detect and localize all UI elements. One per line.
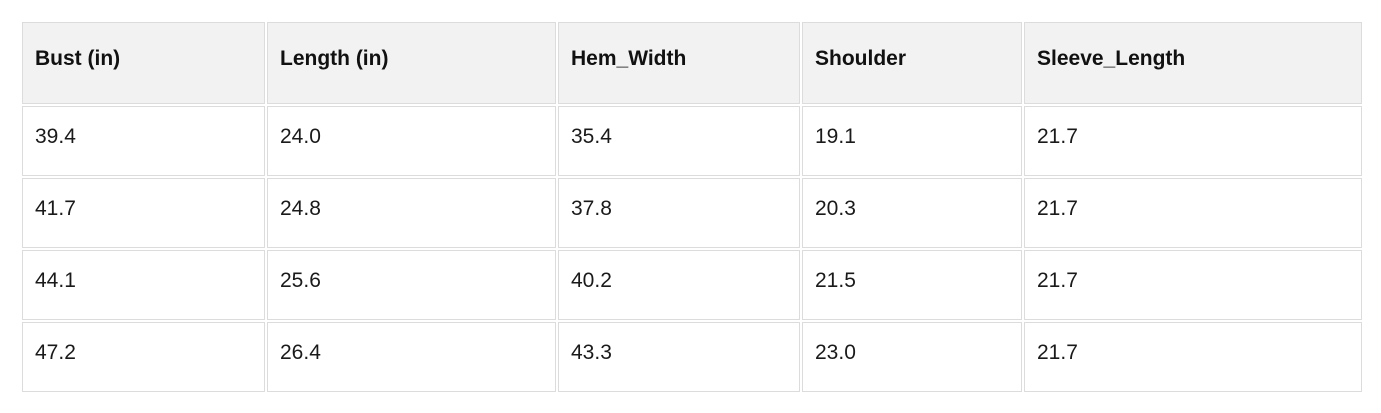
column-header-hem-width: Hem_Width xyxy=(558,22,800,104)
header-row: Bust (in) Length (in) Hem_Width Shoulder… xyxy=(22,22,1362,104)
table-cell: 37.8 xyxy=(558,178,800,248)
table-cell: 21.5 xyxy=(802,250,1022,320)
table-row: 39.4 24.0 35.4 19.1 21.7 xyxy=(22,106,1362,176)
column-header-sleeve-length: Sleeve_Length xyxy=(1024,22,1362,104)
table-cell: 19.1 xyxy=(802,106,1022,176)
table-cell: 25.6 xyxy=(267,250,556,320)
table-row: 44.1 25.6 40.2 21.5 21.7 xyxy=(22,250,1362,320)
table-cell: 35.4 xyxy=(558,106,800,176)
table-cell: 21.7 xyxy=(1024,250,1362,320)
table-cell: 24.0 xyxy=(267,106,556,176)
table-cell: 41.7 xyxy=(22,178,265,248)
table-cell: 44.1 xyxy=(22,250,265,320)
table-cell: 23.0 xyxy=(802,322,1022,392)
table-cell: 21.7 xyxy=(1024,178,1362,248)
table-cell: 43.3 xyxy=(558,322,800,392)
table-cell: 47.2 xyxy=(22,322,265,392)
table-cell: 21.7 xyxy=(1024,322,1362,392)
table-row: 41.7 24.8 37.8 20.3 21.7 xyxy=(22,178,1362,248)
table-cell: 40.2 xyxy=(558,250,800,320)
column-header-bust: Bust (in) xyxy=(22,22,265,104)
table-cell: 39.4 xyxy=(22,106,265,176)
table-row: 47.2 26.4 43.3 23.0 21.7 xyxy=(22,322,1362,392)
table-cell: 20.3 xyxy=(802,178,1022,248)
size-chart-table: Bust (in) Length (in) Hem_Width Shoulder… xyxy=(20,20,1364,394)
column-header-shoulder: Shoulder xyxy=(802,22,1022,104)
table-cell: 24.8 xyxy=(267,178,556,248)
table-cell: 21.7 xyxy=(1024,106,1362,176)
column-header-length: Length (in) xyxy=(267,22,556,104)
table-cell: 26.4 xyxy=(267,322,556,392)
